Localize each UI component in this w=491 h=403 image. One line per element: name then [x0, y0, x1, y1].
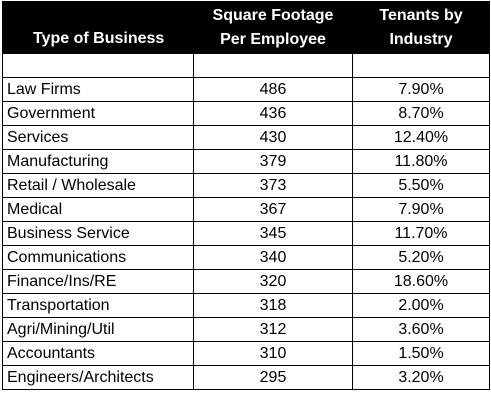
header-row: Type of Business Square Footage Per Empl…: [2, 1, 490, 54]
table-row: Government 436 8.70%: [2, 101, 490, 126]
pct-cell[interactable]: 1.50%: [352, 341, 490, 366]
pct-cell[interactable]: 12.40%: [352, 125, 490, 150]
table-row: Communications 340 5.20%: [2, 245, 490, 270]
type-cell[interactable]: Law Firms: [2, 77, 194, 102]
tenants-header-line2: Industry: [389, 30, 453, 48]
sqft-cell[interactable]: 318: [193, 293, 353, 318]
type-cell[interactable]: Finance/Ins/RE: [2, 269, 194, 294]
type-cell[interactable]: Transportation: [2, 293, 194, 318]
sqft-cell[interactable]: 345: [193, 221, 353, 246]
blank-cell[interactable]: [193, 53, 353, 78]
blank-cell[interactable]: [2, 53, 194, 78]
sqft-cell[interactable]: 430: [193, 125, 353, 150]
table-row: Transportation 318 2.00%: [2, 293, 490, 318]
type-cell[interactable]: Retail / Wholesale: [2, 173, 194, 198]
pct-cell[interactable]: 3.20%: [352, 365, 490, 390]
sqft-cell[interactable]: 295: [193, 365, 353, 390]
business-data-table: Type of Business Square Footage Per Empl…: [2, 1, 490, 390]
blank-row: [2, 53, 490, 78]
pct-cell[interactable]: 7.90%: [352, 197, 490, 222]
type-cell[interactable]: Medical: [2, 197, 194, 222]
type-cell[interactable]: Services: [2, 125, 194, 150]
table-row: Manufacturing 379 11.80%: [2, 149, 490, 174]
sqft-cell[interactable]: 373: [193, 173, 353, 198]
pct-cell[interactable]: 8.70%: [352, 101, 490, 126]
sqft-cell[interactable]: 320: [193, 269, 353, 294]
table-row: Finance/Ins/RE 320 18.60%: [2, 269, 490, 294]
tenants-header-line1: Tenants by: [379, 6, 463, 24]
sqft-header-line1: Square Footage: [212, 6, 334, 24]
type-cell[interactable]: Agri/Mining/Util: [2, 317, 194, 342]
sqft-header-line2: Per Employee: [220, 30, 326, 48]
type-cell[interactable]: Government: [2, 101, 194, 126]
table-row: Services 430 12.40%: [2, 125, 490, 150]
tenants-by-industry-header[interactable]: Tenants by Industry: [352, 1, 490, 54]
sqft-cell[interactable]: 436: [193, 101, 353, 126]
type-cell[interactable]: Engineers/Architects: [2, 365, 194, 390]
square-footage-header[interactable]: Square Footage Per Employee: [193, 1, 353, 54]
sqft-cell[interactable]: 367: [193, 197, 353, 222]
blank-cell[interactable]: [352, 53, 490, 78]
pct-cell[interactable]: 7.90%: [352, 77, 490, 102]
table-row: Engineers/Architects 295 3.20%: [2, 365, 490, 390]
table-row: Agri/Mining/Util 312 3.60%: [2, 317, 490, 342]
pct-cell[interactable]: 18.60%: [352, 269, 490, 294]
sqft-cell[interactable]: 486: [193, 77, 353, 102]
table-row: Law Firms 486 7.90%: [2, 77, 490, 102]
pct-cell[interactable]: 2.00%: [352, 293, 490, 318]
type-cell[interactable]: Accountants: [2, 341, 194, 366]
sqft-cell[interactable]: 312: [193, 317, 353, 342]
pct-cell[interactable]: 11.70%: [352, 221, 490, 246]
type-cell[interactable]: Manufacturing: [2, 149, 194, 174]
sqft-cell[interactable]: 340: [193, 245, 353, 270]
pct-cell[interactable]: 5.50%: [352, 173, 490, 198]
pct-cell[interactable]: 3.60%: [352, 317, 490, 342]
sqft-cell[interactable]: 310: [193, 341, 353, 366]
type-cell[interactable]: Communications: [2, 245, 194, 270]
table-row: Business Service 345 11.70%: [2, 221, 490, 246]
table-row: Medical 367 7.90%: [2, 197, 490, 222]
sqft-cell[interactable]: 379: [193, 149, 353, 174]
table-row: Accountants 310 1.50%: [2, 341, 490, 366]
type-header-label: Type of Business: [33, 30, 165, 47]
table-row: Retail / Wholesale 373 5.50%: [2, 173, 490, 198]
pct-cell[interactable]: 5.20%: [352, 245, 490, 270]
type-of-business-header[interactable]: Type of Business: [2, 1, 194, 54]
pct-cell[interactable]: 11.80%: [352, 149, 490, 174]
type-cell[interactable]: Business Service: [2, 221, 194, 246]
